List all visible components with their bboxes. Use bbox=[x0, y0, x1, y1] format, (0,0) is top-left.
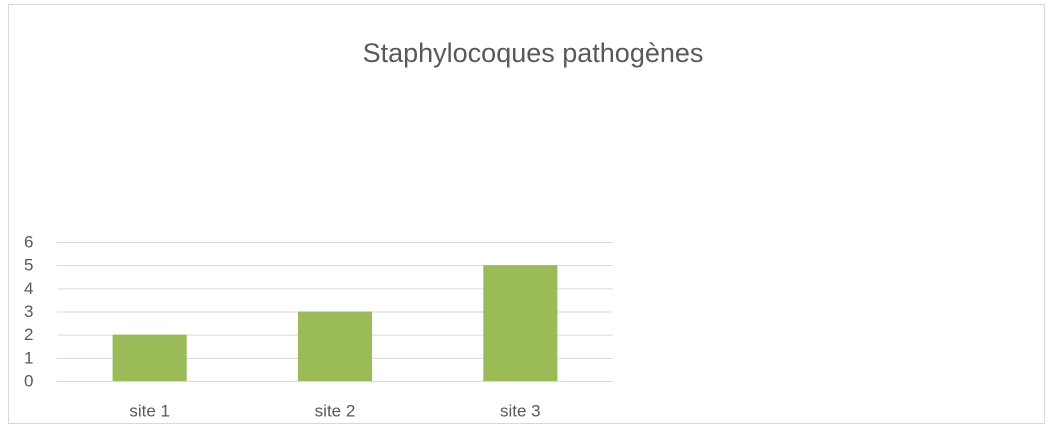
y-tick-label: 6 bbox=[24, 232, 33, 251]
y-tick-label: 2 bbox=[24, 325, 33, 344]
y-tick-label: 5 bbox=[24, 256, 33, 275]
bar bbox=[112, 334, 187, 381]
chart-title: Staphylocoques pathogènes bbox=[363, 38, 704, 68]
x-tick-label: site 3 bbox=[500, 401, 541, 420]
x-tick-label: site 1 bbox=[129, 401, 170, 420]
bar bbox=[483, 265, 558, 381]
bar bbox=[297, 311, 373, 381]
y-tick-label: 4 bbox=[24, 279, 33, 298]
y-tick-label: 1 bbox=[24, 348, 33, 367]
y-tick-label: 3 bbox=[24, 302, 33, 321]
x-tick-label: site 2 bbox=[315, 401, 356, 420]
y-tick-label: 0 bbox=[24, 371, 33, 390]
